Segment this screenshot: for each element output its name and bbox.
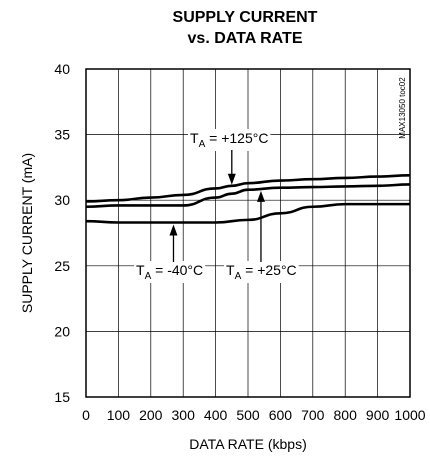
annotation-arrow-head	[169, 224, 178, 236]
x-axis-label: DATA RATE (kbps)	[189, 436, 306, 452]
x-tick-label: 0	[82, 407, 90, 423]
x-tick-label: 500	[236, 407, 260, 423]
x-tick-label: 400	[204, 407, 228, 423]
x-tick-label: 600	[269, 407, 293, 423]
x-tick-label: 100	[107, 407, 131, 423]
annotation-backdrop	[224, 261, 299, 283]
y-axis-label: SUPPLY CURRENT (mA)	[19, 153, 35, 313]
y-tick-labels: 15 20 25 30 35 40	[54, 61, 70, 405]
x-tick-label: 200	[139, 407, 163, 423]
y-tick-label: 15	[54, 389, 70, 405]
y-tick-label: 40	[54, 61, 70, 77]
x-tick-label: 700	[301, 407, 325, 423]
x-tick-labels: 0 100 200 300 400 500 600 700 800 900 1000	[82, 407, 426, 423]
annotation-backdrop	[134, 261, 206, 283]
y-tick-label: 20	[54, 323, 70, 339]
chart-code: MAX13050 toc02	[398, 77, 407, 139]
annotation-arrow-head	[227, 173, 236, 185]
x-tick-label: 1000	[394, 407, 425, 423]
plot-frame	[85, 68, 411, 398]
x-tick-label: 300	[172, 407, 196, 423]
series-line	[85, 183, 411, 209]
grid	[86, 69, 410, 397]
annotation-arrow-head	[256, 190, 265, 202]
data-series	[85, 173, 411, 224]
chart-title-line1: SUPPLY CURRENT	[173, 9, 318, 26]
annotation-label: TA = +125°C	[190, 130, 268, 150]
x-tick-label: 900	[366, 407, 390, 423]
y-tick-label: 35	[54, 127, 70, 143]
annotation-label: TA = -40°C	[136, 262, 203, 282]
annotation-backdrop	[188, 129, 271, 151]
y-tick-label: 30	[54, 192, 70, 208]
x-tick-label: 800	[334, 407, 358, 423]
annotation-label: TA = +25°C	[226, 262, 297, 282]
chart-title-line2: vs. DATA RATE	[188, 30, 303, 47]
y-tick-label: 25	[54, 258, 70, 274]
series-line	[85, 202, 410, 224]
annotations: TA = +125°C TA = -40°C TA = +25°C	[134, 129, 299, 283]
series-line	[85, 173, 411, 203]
